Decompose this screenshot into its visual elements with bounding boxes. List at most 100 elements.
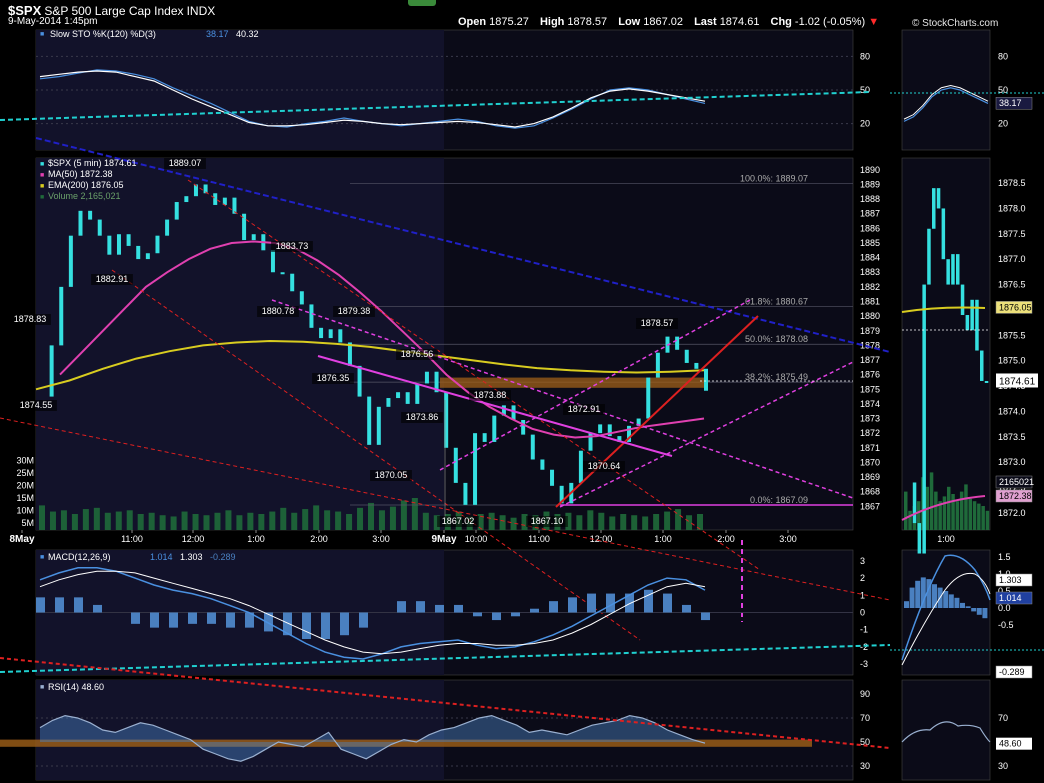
price-annotation: 1870.05 — [375, 470, 408, 480]
macd-mini-signal-line — [901, 572, 991, 666]
price-candle — [444, 392, 449, 448]
price-annotation-bg — [396, 349, 438, 360]
macd-line — [39, 567, 706, 660]
volume-bar — [82, 509, 89, 530]
price-annotation-bg — [469, 390, 511, 401]
quote-chg-label: Chg — [770, 16, 792, 28]
price-annotation-bg — [312, 373, 354, 384]
quote-low-label: Low — [618, 16, 641, 28]
price-annotation-bg — [370, 470, 412, 481]
price-candle — [116, 234, 121, 255]
rsi-mini-tick-label: 30 — [998, 761, 1008, 771]
volume-bar — [642, 516, 649, 530]
price-x-tick-label: 10:00 — [465, 534, 488, 544]
macd-histogram-bar — [644, 589, 653, 613]
macd-signal-line — [39, 570, 706, 655]
macd-histogram-bar — [74, 597, 83, 613]
magenta-channel-upper — [439, 299, 751, 471]
price-candle — [540, 459, 545, 470]
volume-bar — [115, 511, 122, 530]
price-annotation-bg — [563, 404, 605, 415]
chart-date: 9-May-2014 1:45pm — [8, 16, 98, 27]
price-candle — [550, 469, 555, 486]
macd-histogram-bar — [701, 612, 710, 621]
macd-mini-tag-macd: 1.014 — [999, 593, 1022, 603]
top-toolbar-tab[interactable] — [408, 0, 436, 6]
price-tick-label: 1883 — [860, 267, 880, 277]
mini-price-candle — [927, 228, 931, 285]
price-candle — [559, 485, 564, 504]
price-candle — [251, 234, 256, 241]
price-candle — [386, 398, 391, 407]
price-tick-label: 1884 — [860, 253, 880, 263]
volume-bar — [335, 511, 342, 530]
fib-level-label: 61.8%: 1880.67 — [745, 296, 808, 306]
price-tick-label: 1875 — [860, 384, 880, 394]
sto-mini-tick-label: 80 — [998, 51, 1008, 61]
mini-tag-ma50-bg — [995, 489, 1033, 503]
price-candle — [59, 286, 64, 346]
rsi-red-trendline — [0, 657, 891, 749]
mini-ma50-line — [901, 495, 986, 521]
macd-mini-tag-macd-bg — [995, 591, 1033, 605]
rsi-line — [39, 714, 706, 762]
mini-price-tick-label: 1875.0 — [998, 356, 1026, 366]
price-candle — [646, 377, 651, 419]
mini-volume-bar — [981, 506, 985, 530]
mini-price-candle — [936, 188, 941, 209]
price-annotation: 1889.07 — [169, 158, 202, 168]
rsi-mini-line — [901, 721, 991, 743]
macd-mini-tag-signal-bg — [995, 573, 1033, 587]
price-legend-swatch-ema200: ■ — [40, 183, 44, 190]
price-tick-label: 1871 — [860, 443, 880, 453]
price-x-tick-label: 12:00 — [590, 534, 613, 544]
volume-bar — [258, 514, 265, 530]
macd-mini-tag-hist: -0.289 — [999, 667, 1025, 677]
price-tick-label: 1886 — [860, 223, 880, 233]
price-candle — [482, 433, 487, 442]
price-candle — [473, 433, 478, 505]
volume-bar — [60, 510, 67, 530]
fib-level-label: 0.0%: 1867.09 — [750, 495, 808, 505]
volume-bar — [192, 514, 199, 530]
magenta-channel-mid — [317, 355, 673, 457]
price-tick-label: 1889 — [860, 179, 880, 189]
price-candle — [463, 482, 468, 505]
sto-tick-label: 80 — [860, 51, 870, 61]
price-tick-label: 1888 — [860, 194, 880, 204]
macd-histogram-bar — [283, 612, 292, 636]
price-x-tick-label: 11:00 — [528, 534, 550, 544]
price-candle — [578, 450, 583, 483]
macd-mini-histogram-bar — [943, 591, 949, 608]
price-annotation: 1878.83 — [14, 314, 47, 324]
mini-price-candle — [956, 254, 960, 285]
quote-high-label: High — [539, 16, 565, 28]
volume-bar — [159, 515, 166, 530]
mini-volume-bar — [968, 498, 972, 530]
fib-level-label: 100.0%: 1889.07 — [740, 173, 808, 183]
price-candle — [367, 396, 372, 445]
rsi-tick-label: 90 — [860, 689, 870, 699]
price-annotation: 1876.56 — [401, 349, 434, 359]
macd-mini-histogram-bar — [965, 606, 971, 608]
macd-mini-histogram-bar — [954, 597, 960, 608]
volume-bar — [291, 512, 298, 530]
quote-open-value: 1875.27 — [489, 16, 529, 28]
volume-bar — [302, 509, 309, 530]
macd-histogram-bar — [93, 604, 102, 613]
macd-histogram-bar — [606, 593, 615, 613]
volume-bar — [71, 514, 78, 530]
price-x-tick-label: 1:00 — [654, 534, 672, 544]
price-tick-label: 1880 — [860, 311, 880, 321]
price-candle — [627, 425, 632, 442]
price-annotation-bg — [164, 158, 206, 169]
volume-tick-label: 5M — [21, 518, 34, 528]
mini-price-tick-label: 1876.5 — [998, 280, 1026, 290]
price-candle — [598, 424, 603, 434]
price-candle — [492, 415, 497, 442]
price-x-tick-label: 3:00 — [779, 534, 797, 544]
volume-bar — [576, 515, 583, 530]
macd-mini-histogram-bar — [915, 580, 921, 608]
macd-histogram-bar — [226, 612, 235, 628]
volume-bar — [499, 515, 506, 530]
